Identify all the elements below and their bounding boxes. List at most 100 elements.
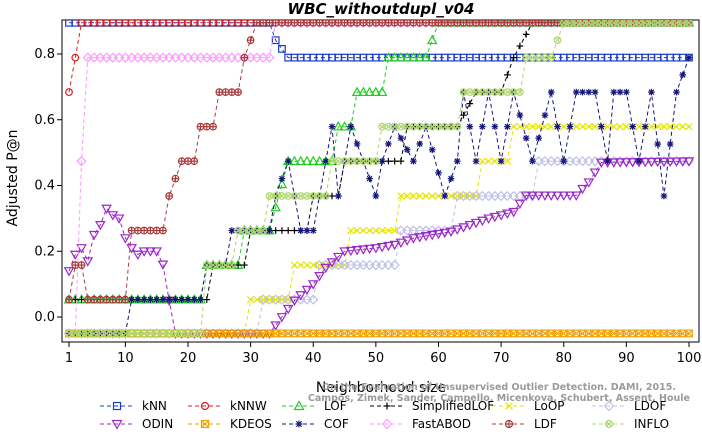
data-point: [658, 157, 670, 168]
data-point: [414, 233, 426, 243]
data-point: [629, 123, 636, 130]
data-point: [385, 157, 392, 165]
data-point: [296, 20, 305, 27]
data-point: [376, 86, 388, 97]
data-point: [184, 296, 192, 303]
data-point: [290, 261, 299, 269]
data-point: [271, 36, 280, 45]
data-point: [115, 295, 124, 304]
data-point: [259, 20, 268, 27]
data-point: [491, 123, 499, 130]
data-point: [284, 227, 292, 234]
legend-label: kNNW: [230, 399, 267, 413]
data-point: [679, 71, 687, 79]
legend-label: kNN: [142, 399, 167, 413]
data-point: [527, 191, 538, 201]
data-point: [147, 296, 154, 303]
data-point: [71, 329, 80, 338]
legend-item-knn: kNN: [100, 399, 167, 413]
data-point: [397, 134, 405, 142]
data-point: [516, 88, 524, 97]
data-point: [534, 20, 543, 27]
data-point: [610, 122, 618, 131]
legend-item-inflo: INFLO: [592, 417, 669, 431]
data-point: [408, 234, 419, 244]
data-point: [420, 52, 432, 62]
data-point: [403, 146, 411, 153]
data-point: [451, 225, 463, 235]
data-point: [660, 192, 668, 200]
data-point: [284, 20, 293, 27]
data-point: [508, 207, 519, 218]
data-point: [146, 226, 155, 235]
data-point: [528, 122, 537, 131]
data-point: [621, 158, 632, 168]
data-point: [266, 227, 273, 234]
data-point: [391, 157, 398, 165]
data-point: [504, 419, 514, 429]
data-point: [608, 158, 620, 168]
data-point: [351, 246, 363, 256]
data-point: [416, 140, 424, 148]
data-point: [234, 261, 242, 269]
data-point: [177, 157, 186, 166]
data-point: [301, 155, 313, 166]
data-point: [197, 296, 204, 303]
data-point: [439, 228, 451, 239]
data-point: [113, 214, 125, 224]
legend-label: ODIN: [142, 417, 173, 431]
data-point: [346, 20, 355, 27]
data-point: [554, 123, 561, 130]
y-tick-label: 0.6: [34, 113, 55, 128]
y-tick-label: 0.8: [34, 47, 55, 62]
legend-item-knnw: kNNW: [188, 399, 267, 413]
data-point: [428, 122, 437, 131]
data-point: [295, 420, 303, 428]
data-point: [401, 236, 413, 246]
data-point: [578, 122, 587, 131]
data-point: [309, 227, 317, 234]
data-point: [547, 53, 556, 62]
x-tick-label: 20: [180, 351, 197, 366]
legend-item-ldof: LDOF: [592, 399, 666, 413]
data-point: [685, 329, 693, 338]
data-point: [372, 226, 380, 235]
data-point: [589, 168, 601, 178]
data-point: [346, 329, 355, 338]
x-tick-label: 100: [677, 351, 702, 366]
x-tick-label: 50: [368, 351, 385, 366]
data-point: [372, 192, 380, 200]
data-point: [685, 20, 693, 27]
data-point: [332, 252, 344, 263]
data-point: [401, 52, 413, 62]
data-point: [426, 34, 438, 45]
data-point: [453, 20, 462, 27]
data-point: [641, 329, 650, 338]
data-point: [389, 240, 400, 251]
data-point: [196, 122, 205, 131]
data-point: [489, 212, 501, 223]
legend-label: KDEOS: [230, 417, 272, 431]
data-point: [553, 20, 562, 27]
data-point: [522, 20, 531, 27]
data-point: [566, 123, 574, 130]
data-point: [145, 247, 156, 257]
data-point: [384, 20, 393, 27]
y-axis: 0.0 0.2 0.4 0.6 0.8: [34, 47, 62, 325]
data-point: [677, 157, 689, 167]
data-point: [434, 20, 443, 27]
data-point: [371, 20, 380, 27]
data-point: [370, 86, 382, 97]
data-point: [227, 261, 236, 269]
data-point: [622, 122, 631, 131]
data-point: [483, 214, 494, 224]
data-point: [560, 122, 568, 131]
data-point: [196, 329, 205, 338]
data-point: [246, 36, 255, 45]
data-point: [215, 88, 224, 97]
data-point: [284, 157, 292, 165]
data-point: [435, 169, 442, 177]
watermark-line-2: On the Evaluation of Unsupervised Outlie…: [322, 382, 676, 393]
data-point: [378, 226, 386, 235]
data-point: [295, 155, 307, 166]
